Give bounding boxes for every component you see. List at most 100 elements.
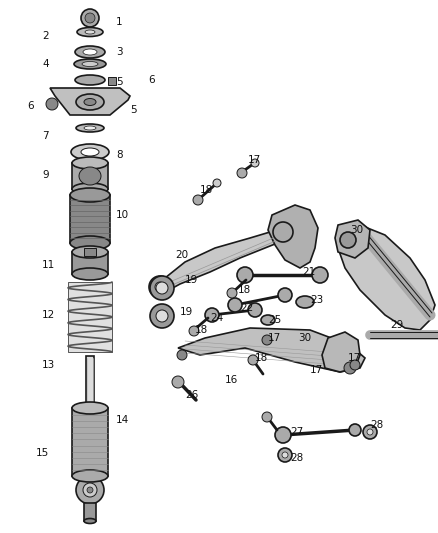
Text: 30: 30 (298, 333, 311, 343)
Text: 2: 2 (42, 31, 49, 41)
Text: 20: 20 (175, 250, 188, 260)
Text: 1: 1 (116, 17, 123, 27)
Bar (72, 408, 108, 476)
Circle shape (172, 376, 184, 388)
Circle shape (189, 326, 199, 336)
Text: 18: 18 (255, 353, 268, 363)
Text: 30: 30 (350, 225, 363, 235)
Circle shape (155, 282, 165, 292)
Text: 21: 21 (302, 267, 315, 277)
Text: 28: 28 (290, 453, 303, 463)
Text: 25: 25 (268, 315, 281, 325)
Circle shape (237, 168, 247, 178)
Circle shape (150, 304, 174, 328)
Circle shape (349, 424, 361, 436)
Circle shape (227, 288, 237, 298)
Circle shape (228, 298, 242, 312)
Ellipse shape (76, 124, 104, 132)
Text: 17: 17 (310, 365, 323, 375)
Text: 19: 19 (185, 275, 198, 285)
Text: 18: 18 (200, 185, 213, 195)
Polygon shape (335, 220, 370, 258)
Ellipse shape (72, 183, 108, 195)
Circle shape (262, 412, 272, 422)
Text: 16: 16 (225, 375, 238, 385)
Circle shape (76, 476, 104, 504)
Circle shape (46, 98, 58, 110)
Text: 24: 24 (210, 313, 223, 323)
Polygon shape (178, 328, 365, 372)
Circle shape (367, 429, 373, 435)
Circle shape (81, 9, 99, 27)
Text: 29: 29 (390, 320, 403, 330)
Polygon shape (322, 332, 360, 372)
Ellipse shape (72, 470, 108, 482)
Circle shape (156, 310, 168, 322)
Text: 9: 9 (42, 170, 49, 180)
Circle shape (177, 350, 187, 360)
Circle shape (85, 13, 95, 23)
Circle shape (350, 360, 360, 370)
Ellipse shape (70, 236, 110, 250)
Ellipse shape (83, 49, 97, 55)
Circle shape (251, 159, 259, 167)
Circle shape (83, 483, 97, 497)
Polygon shape (268, 205, 318, 268)
Ellipse shape (75, 46, 105, 58)
Ellipse shape (76, 94, 104, 110)
Circle shape (275, 427, 291, 443)
Text: 11: 11 (42, 260, 55, 270)
Text: 18: 18 (195, 325, 208, 335)
Ellipse shape (75, 75, 105, 85)
Circle shape (237, 267, 253, 283)
Circle shape (193, 195, 203, 205)
Circle shape (312, 267, 328, 283)
Text: 23: 23 (310, 295, 323, 305)
Text: 6: 6 (27, 101, 34, 111)
Bar (84, 248, 96, 256)
Circle shape (149, 276, 171, 298)
Text: 22: 22 (240, 303, 253, 313)
Text: 18: 18 (238, 285, 251, 295)
Ellipse shape (70, 188, 110, 202)
Bar (108, 77, 116, 85)
Text: 10: 10 (116, 210, 129, 220)
Text: 19: 19 (180, 307, 193, 317)
Ellipse shape (72, 246, 108, 258)
Ellipse shape (77, 28, 103, 36)
Ellipse shape (84, 126, 96, 130)
Circle shape (248, 355, 258, 365)
Circle shape (344, 362, 356, 374)
Bar (72, 252, 108, 274)
Circle shape (150, 276, 174, 300)
Ellipse shape (81, 148, 99, 156)
Bar (72, 163, 108, 189)
Bar (70, 195, 110, 243)
Bar (84, 503, 96, 521)
Ellipse shape (85, 30, 95, 34)
Polygon shape (155, 228, 285, 295)
Ellipse shape (261, 315, 275, 325)
Ellipse shape (79, 167, 101, 185)
Polygon shape (338, 225, 435, 330)
Text: 15: 15 (36, 448, 49, 458)
Ellipse shape (72, 157, 108, 169)
Circle shape (262, 335, 272, 345)
Text: 5: 5 (116, 77, 123, 87)
Circle shape (282, 452, 288, 458)
Circle shape (278, 288, 292, 302)
Bar (86, 356, 94, 411)
Ellipse shape (74, 59, 106, 69)
Circle shape (278, 448, 292, 462)
Text: 13: 13 (42, 360, 55, 370)
Circle shape (273, 222, 293, 242)
Text: 14: 14 (116, 415, 129, 425)
Text: 8: 8 (116, 150, 123, 160)
Ellipse shape (72, 268, 108, 280)
Text: 17: 17 (268, 333, 281, 343)
Ellipse shape (84, 99, 96, 106)
Circle shape (87, 487, 93, 493)
Ellipse shape (296, 296, 314, 308)
Text: 28: 28 (370, 420, 383, 430)
Ellipse shape (84, 519, 96, 523)
